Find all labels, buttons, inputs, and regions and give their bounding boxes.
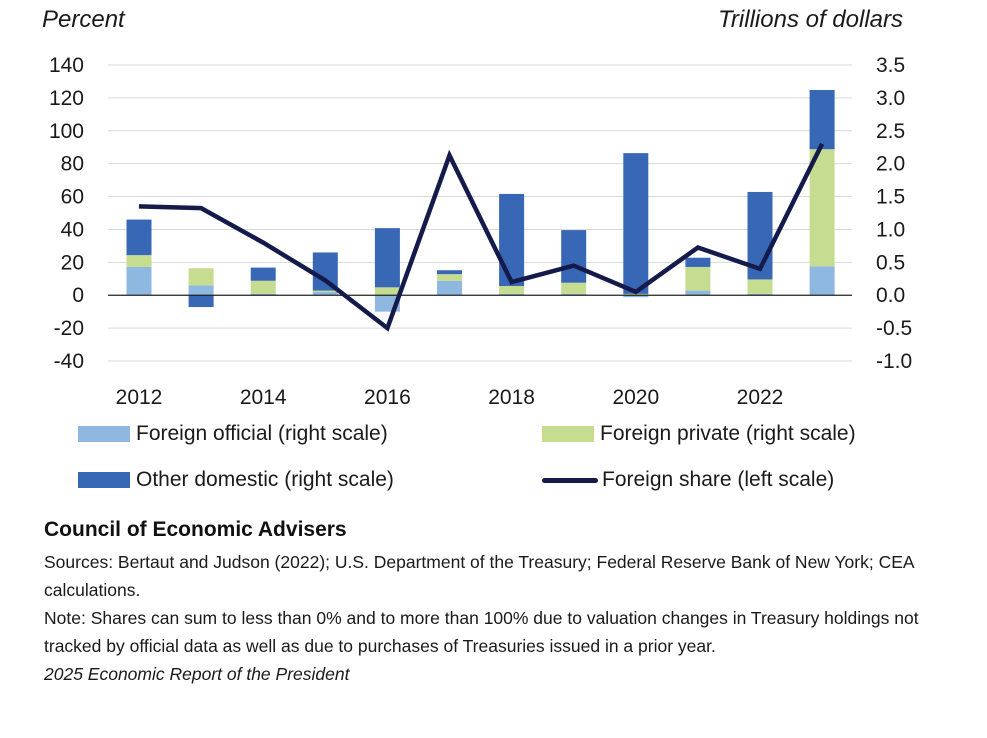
- x-axis-ticks: 2012 2014 2016 2018 2020 2022: [116, 386, 784, 409]
- bar-foreign-official-2022: [747, 293, 773, 296]
- bar-foreign-private-2015: [312, 290, 338, 292]
- right-tick-label: 2.5: [876, 120, 905, 143]
- bar-foreign-private-2012: [126, 255, 152, 267]
- left-tick-label: 140: [49, 54, 84, 77]
- right-tick-label: -0.5: [876, 317, 912, 340]
- bar-foreign-official-2015: [312, 291, 338, 296]
- left-tick-label: 0: [72, 284, 84, 307]
- legend-swatch-foreign-share: [542, 477, 598, 483]
- source-organization: Council of Economic Advisers: [44, 518, 347, 541]
- left-axis-ticks: 140 120 100 80 60 40 20 0 -20 -40: [49, 54, 84, 373]
- right-tick-label: 2.0: [876, 153, 905, 176]
- bar-foreign-official-2019: [561, 293, 587, 296]
- bar-foreign-official-2017: [437, 280, 462, 296]
- footer: Council of Economic Advisers Sources: Be…: [44, 518, 944, 688]
- x-tick-label: 2014: [240, 386, 287, 409]
- left-tick-label: -40: [54, 350, 84, 373]
- left-tick-label: 120: [49, 87, 84, 110]
- bar-other-domestic-2023: [809, 89, 835, 150]
- x-tick-label: 2020: [612, 386, 659, 409]
- bar-foreign-official-2012: [126, 266, 152, 296]
- left-tick-label: 80: [61, 153, 84, 176]
- legend-label-foreign-official: Foreign official (right scale): [136, 422, 388, 445]
- legend-label-foreign-share: Foreign share (left scale): [602, 468, 835, 491]
- bar-other-domestic-2018: [499, 193, 525, 287]
- right-axis-title: Trillions of dollars: [718, 6, 903, 33]
- bar-other-domestic-2020: [623, 153, 649, 294]
- bar-other-domestic-2013: [188, 295, 214, 308]
- legend-swatch-other-domestic: [78, 472, 130, 488]
- right-axis-ticks: 3.5 3.0 2.5 2.0 1.5 1.0 0.5 0.0 -0.5 -1.0: [876, 54, 912, 373]
- right-tick-label: 0.0: [876, 284, 905, 307]
- foreign-share-line-group: [138, 142, 825, 332]
- bar-foreign-private-2018: [499, 286, 525, 294]
- bar-foreign-official-2013: [188, 285, 214, 296]
- chart-area: 140 120 100 80 60 40 20 0 -20 -40 3.5 3.0 2.5 2.0 1.5…: [49, 54, 912, 409]
- legend-item-other-domestic: Other domestic (right scale): [78, 468, 394, 492]
- left-tick-label: 60: [61, 186, 84, 209]
- bar-foreign-official-2020: [623, 295, 649, 298]
- bar-foreign-private-2013: [188, 268, 214, 286]
- bar-other-domestic-2021: [685, 257, 711, 267]
- legend-swatch-foreign-official: [78, 426, 130, 442]
- right-tick-label: -1.0: [876, 350, 912, 373]
- bar-other-domestic-2017: [437, 270, 462, 275]
- methodology-note: Note: Shares can sum to less than 0% and…: [44, 608, 919, 656]
- gridlines: [108, 64, 852, 362]
- left-tick-label: -20: [54, 317, 84, 340]
- sources-note: Sources: Bertaut and Judson (2022); U.S.…: [44, 552, 914, 600]
- bar-foreign-private-2014: [250, 280, 276, 294]
- legend-item-foreign-official: Foreign official (right scale): [78, 422, 388, 446]
- bar-foreign-private-2022: [747, 279, 773, 294]
- bar-foreign-official-2021: [685, 290, 711, 296]
- left-tick-label: 100: [49, 120, 84, 143]
- bar-foreign-official-2023: [809, 266, 835, 296]
- legend-label-foreign-private: Foreign private (right scale): [600, 422, 856, 445]
- legend-item-foreign-share: Foreign share (left scale): [542, 468, 834, 492]
- bar-other-domestic-2014: [250, 267, 276, 281]
- left-tick-label: 20: [61, 251, 84, 274]
- bar-foreign-official-2018: [499, 293, 525, 296]
- legend-item-foreign-private: Foreign private (right scale): [542, 422, 856, 446]
- legend-swatch-foreign-private: [542, 426, 594, 442]
- x-tick-label: 2022: [737, 386, 784, 409]
- bar-foreign-private-2023: [809, 149, 835, 267]
- right-tick-label: 3.5: [876, 54, 905, 77]
- x-tick-label: 2012: [116, 386, 163, 409]
- report-title: 2025 Economic Report of the President: [44, 664, 350, 684]
- left-tick-label: 40: [61, 218, 84, 241]
- bar-other-domestic-2019: [561, 230, 587, 283]
- right-tick-label: 1.5: [876, 186, 905, 209]
- bar-foreign-private-2016: [374, 287, 400, 296]
- bar-series: [126, 89, 835, 312]
- x-tick-label: 2016: [364, 386, 411, 409]
- bar-other-domestic-2012: [126, 219, 152, 256]
- foreign-share-line: [138, 142, 825, 332]
- left-axis-title: Percent: [42, 6, 125, 33]
- right-tick-label: 1.0: [876, 218, 905, 241]
- legend-label-other-domestic: Other domestic (right scale): [136, 468, 394, 491]
- bar-foreign-private-2019: [561, 282, 587, 294]
- right-tick-label: 3.0: [876, 87, 905, 110]
- bar-foreign-official-2014: [250, 293, 276, 296]
- bar-foreign-private-2017: [437, 274, 462, 281]
- bar-foreign-private-2020: [623, 293, 649, 296]
- bar-other-domestic-2016: [374, 228, 400, 288]
- bar-foreign-private-2021: [685, 266, 711, 291]
- right-tick-label: 0.5: [876, 251, 905, 274]
- x-tick-label: 2018: [488, 386, 535, 409]
